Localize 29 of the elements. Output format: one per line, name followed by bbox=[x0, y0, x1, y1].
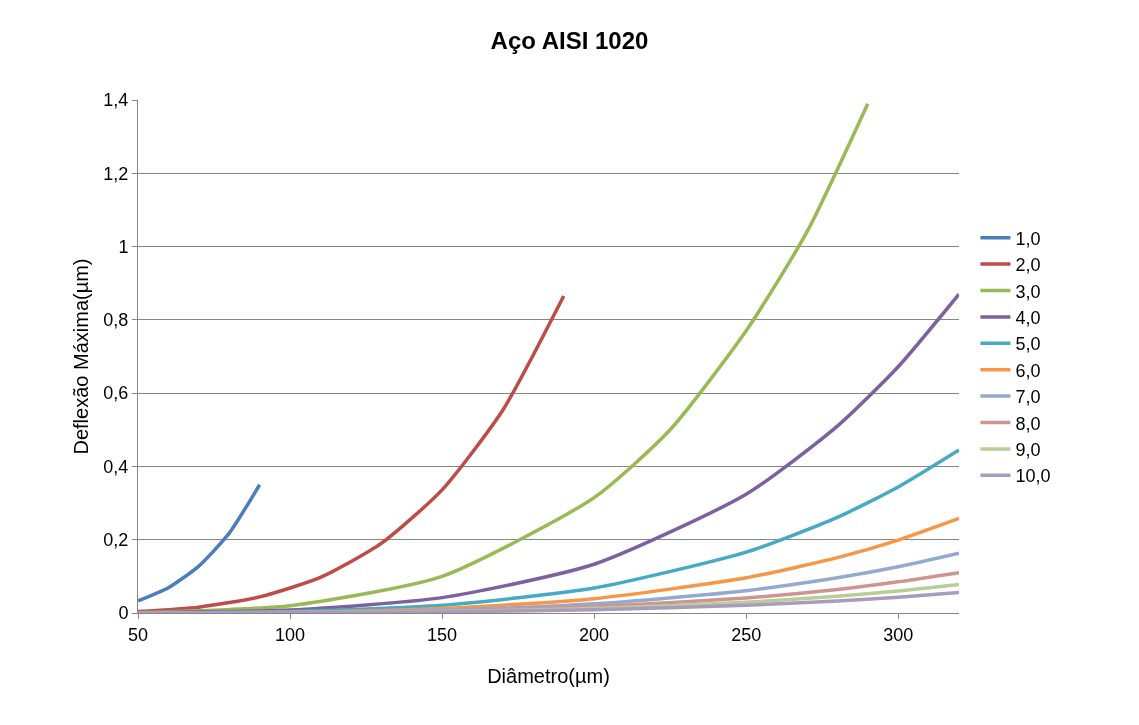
x-tick-label: 50 bbox=[127, 624, 149, 645]
chart-title: Aço AISI 1020 bbox=[490, 27, 649, 55]
y-tick-label: 1,4 bbox=[103, 90, 129, 111]
line-series bbox=[138, 483, 262, 603]
legend-label: 1,0 bbox=[1015, 228, 1041, 249]
y-axis-title: Deflexão Máxima(µm) bbox=[70, 258, 92, 455]
y-tick-label: 0 bbox=[118, 603, 129, 624]
legend-label: 9,0 bbox=[1015, 439, 1041, 460]
x-axis-title: Diâmetro(µm) bbox=[487, 665, 610, 687]
x-tick-label: 250 bbox=[731, 624, 762, 645]
legend-label: 2,0 bbox=[1015, 255, 1041, 276]
y-tick-label: 0,6 bbox=[103, 383, 129, 404]
line-series bbox=[138, 294, 566, 613]
y-tick-label: 1 bbox=[118, 236, 129, 257]
legend-label: 3,0 bbox=[1015, 281, 1041, 302]
y-tick-label: 0,4 bbox=[103, 456, 129, 477]
legend-label: 10,0 bbox=[1015, 466, 1051, 487]
x-tick-label: 300 bbox=[883, 624, 914, 645]
x-tick-label: 100 bbox=[275, 624, 306, 645]
x-tick-label: 200 bbox=[579, 624, 610, 645]
legend-label: 4,0 bbox=[1015, 307, 1041, 328]
legend-label: 5,0 bbox=[1015, 334, 1041, 355]
legend-label: 6,0 bbox=[1015, 360, 1041, 381]
x-tick-label: 150 bbox=[427, 624, 458, 645]
y-tick-label: 1,2 bbox=[103, 163, 129, 184]
legend-label: 8,0 bbox=[1015, 413, 1041, 434]
y-tick-label: 0,8 bbox=[103, 310, 129, 331]
legend-label: 7,0 bbox=[1015, 387, 1041, 408]
y-tick-label: 0,2 bbox=[103, 530, 129, 551]
